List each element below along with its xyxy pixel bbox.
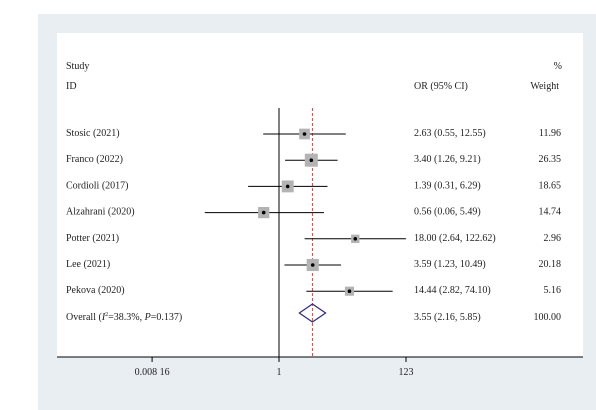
- ci-text: 3.59 (1.23, 10.49): [414, 259, 486, 270]
- study-name: Potter (2021): [66, 233, 119, 244]
- x-tick-label: 0.008 16: [135, 367, 170, 378]
- study-row: Alzahrani (2020) 0.56 (0.06, 5.49) 14.74: [66, 207, 561, 219]
- weight-text: 18.65: [539, 180, 562, 191]
- study-name: Pekova (2020): [66, 285, 125, 296]
- overall-diamond: [298, 303, 327, 323]
- ci-text: 14.44 (2.82, 74.10): [414, 285, 491, 296]
- ci-text: 0.56 (0.06, 5.49): [414, 207, 481, 218]
- study-name: Lee (2021): [66, 259, 110, 270]
- weight-header: Weight: [530, 81, 559, 92]
- overall-row: Overall (I2=38.3%, P=0.137) 3.55 (2.16, …: [66, 303, 562, 323]
- study-name: Alzahrani (2020): [66, 207, 135, 218]
- study-rows: Stosic (2021) 2.63 (0.55, 12.55) 11.96 Fran…: [66, 128, 561, 296]
- x-axis: 0.008 16 1 123: [57, 356, 583, 378]
- ci-text: 2.63 (0.55, 12.55): [414, 128, 486, 139]
- point-estimate: [353, 237, 358, 241]
- study-row: Pekova (2020) 14.44 (2.82, 74.10) 5.16: [66, 285, 561, 296]
- x-tick-label: 1: [277, 367, 282, 378]
- study-name: Stosic (2021): [66, 128, 120, 139]
- weight-text: 2.96: [544, 233, 562, 244]
- study-row: Lee (2021) 3.59 (1.23, 10.49) 20.18: [66, 258, 562, 272]
- id-header: ID: [66, 81, 77, 92]
- axis-lines: [278, 108, 313, 357]
- header-row: Study ID OR (95% CI) % Weight: [66, 61, 562, 92]
- point-estimate: [302, 132, 307, 136]
- point-estimate: [347, 289, 352, 294]
- weight-text: 11.96: [539, 128, 561, 139]
- overall-weight-text: 100.00: [534, 312, 562, 323]
- weight-text: 5.16: [544, 285, 562, 296]
- study-row: Stosic (2021) 2.63 (0.55, 12.55) 11.96: [66, 128, 561, 140]
- ci-text: 1.39 (0.31, 6.29): [414, 180, 481, 191]
- point-estimate: [309, 158, 314, 162]
- point-estimate: [310, 263, 315, 267]
- study-name: Franco (2022): [66, 154, 123, 165]
- point-estimate: [285, 184, 290, 189]
- weight-text: 20.18: [539, 259, 562, 270]
- point-estimate: [261, 210, 266, 215]
- study-row: Potter (2021) 18.00 (2.64, 122.62) 2.96: [66, 233, 561, 244]
- ci-text: 3.40 (1.26, 9.21): [414, 154, 481, 165]
- plot-area: [57, 33, 583, 357]
- overall-label: Overall (I2=38.3%, P=0.137): [66, 312, 182, 323]
- ci-text: 18.00 (2.64, 122.62): [414, 233, 496, 244]
- study-name: Cordioli (2017): [66, 180, 129, 191]
- x-tick-label: 123: [399, 367, 414, 378]
- percent-header: %: [554, 61, 562, 72]
- overall-ci-text: 3.55 (2.16, 5.85): [414, 312, 481, 323]
- weight-text: 14.74: [539, 207, 562, 218]
- study-row: Cordioli (2017) 1.39 (0.31, 6.29) 18.65: [66, 180, 562, 193]
- effect-header: OR (95% CI): [414, 81, 468, 92]
- study-row: Franco (2022) 3.40 (1.26, 9.21) 26.35: [66, 153, 562, 167]
- weight-text: 26.35: [539, 154, 562, 165]
- study-header: Study: [66, 61, 89, 72]
